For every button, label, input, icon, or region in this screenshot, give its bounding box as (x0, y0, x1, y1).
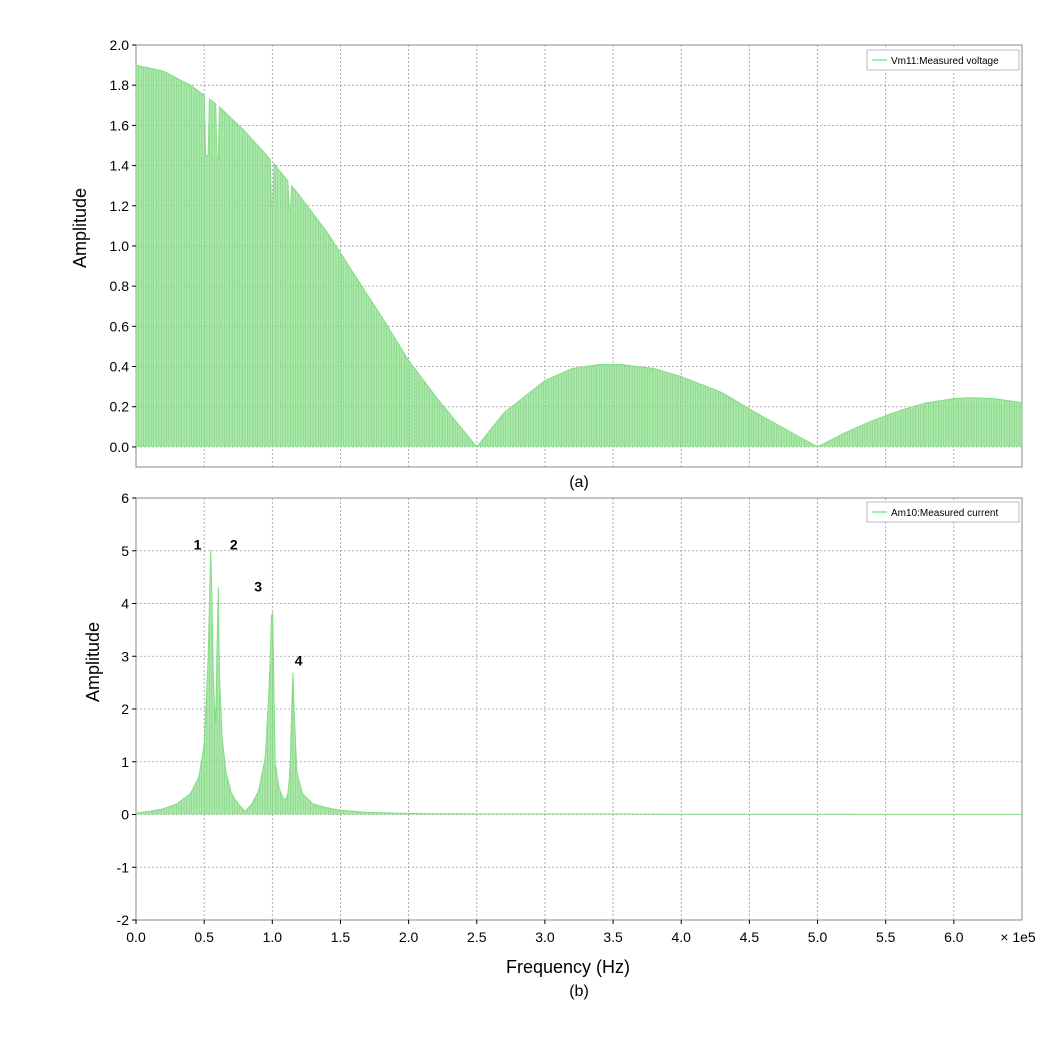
b-x-tick-label: 5.0 (808, 929, 828, 945)
b-series-line (135, 550, 1022, 815)
a-series-fill (136, 65, 1022, 447)
voltage-area-series (135, 64, 1023, 448)
current-x-ticks: 0.0 0.5 1.0 1.5 2.0 2.5 3.0 3.5 4.0 4.5 5.0 5.5 6.0 (126, 920, 964, 945)
a-y-tick-label: 0.6 (110, 318, 130, 334)
a-y-tick-label: 1.6 (110, 117, 130, 133)
a-y-tick-label: 0.0 (110, 439, 130, 455)
voltage-y-axis-label: Amplitude (70, 188, 90, 268)
b-y-tick-label: 1 (121, 754, 129, 770)
voltage-y-ticks: 0.0 0.2 0.4 0.6 0.8 1.0 1.2 1.4 1.6 1.8 2.0 (110, 37, 136, 455)
voltage-legend: Vm11:Measured voltage (866, 49, 1020, 71)
b-x-tick-label: 5.5 (876, 929, 896, 945)
current-y-axis-label: Amplitude (83, 622, 103, 702)
b-y-tick-label: 0 (121, 807, 129, 823)
peak-label-2: 2 (230, 536, 238, 552)
b-x-tick-label: 3.5 (603, 929, 623, 945)
a-y-tick-label: 2.0 (110, 37, 130, 53)
peak-label-1: 1 (194, 536, 202, 552)
b-x-tick-label: 0.5 (194, 929, 214, 945)
b-y-tick-label: 4 (121, 596, 129, 612)
a-series-line (135, 64, 1023, 448)
b-x-tick-label: 4.0 (671, 929, 691, 945)
current-caption: (b) (569, 983, 589, 1000)
b-x-tick-label: 3.0 (535, 929, 555, 945)
a-y-tick-label: 1.2 (110, 198, 130, 214)
current-peak-annotations: 1 2 3 4 (194, 536, 303, 668)
a-y-tick-label: 0.8 (110, 278, 130, 294)
current-x-scale-label: × 1e5 (1000, 929, 1036, 945)
b-x-tick-label: 1.0 (263, 929, 283, 945)
b-x-tick-label: 0.0 (126, 929, 146, 945)
b-y-tick-label: -2 (117, 912, 130, 928)
a-y-tick-label: 1.8 (110, 77, 130, 93)
voltage-chart: 0.0 0.2 0.4 0.6 0.8 1.0 1.2 1.4 1.6 1.8 2.0 Amplit… (70, 37, 1023, 491)
voltage-caption: (a) (569, 474, 589, 491)
current-legend-label: Am10:Measured current (891, 508, 998, 519)
current-area-series (135, 550, 1023, 815)
b-x-tick-label: 6.0 (944, 929, 964, 945)
b-y-tick-label: 3 (121, 648, 129, 664)
peak-label-3: 3 (254, 579, 262, 595)
b-y-tick-label: 6 (121, 490, 129, 506)
b-y-tick-label: -1 (117, 859, 130, 875)
b-y-tick-label: 2 (121, 701, 129, 717)
current-legend-box (866, 501, 1020, 523)
current-plot-frame (135, 497, 1023, 921)
current-chart: -2 -1 0 1 2 3 4 5 6 0.0 0.5 1.0 1.5 2.0 2.5 3.0 3.5 4.0 4… (83, 490, 1036, 1000)
a-y-tick-label: 1.0 (110, 238, 130, 254)
voltage-legend-label: Vm11:Measured voltage (891, 56, 999, 67)
current-legend: Am10:Measured current (866, 501, 1020, 523)
a-y-tick-label: 0.4 (110, 359, 130, 375)
a-y-tick-label: 0.2 (110, 399, 130, 415)
b-x-tick-label: 2.0 (399, 929, 419, 945)
b-y-tick-label: 5 (121, 543, 129, 559)
current-x-axis-label: Frequency (Hz) (506, 957, 630, 977)
a-y-tick-label: 1.4 (110, 158, 130, 174)
peak-label-4: 4 (295, 653, 303, 669)
b-x-tick-label: 2.5 (467, 929, 487, 945)
voltage-legend-box (866, 49, 1020, 71)
b-x-tick-label: 1.5 (331, 929, 351, 945)
b-x-tick-label: 4.5 (740, 929, 760, 945)
current-y-ticks: -2 -1 0 1 2 3 4 5 6 (117, 490, 136, 928)
